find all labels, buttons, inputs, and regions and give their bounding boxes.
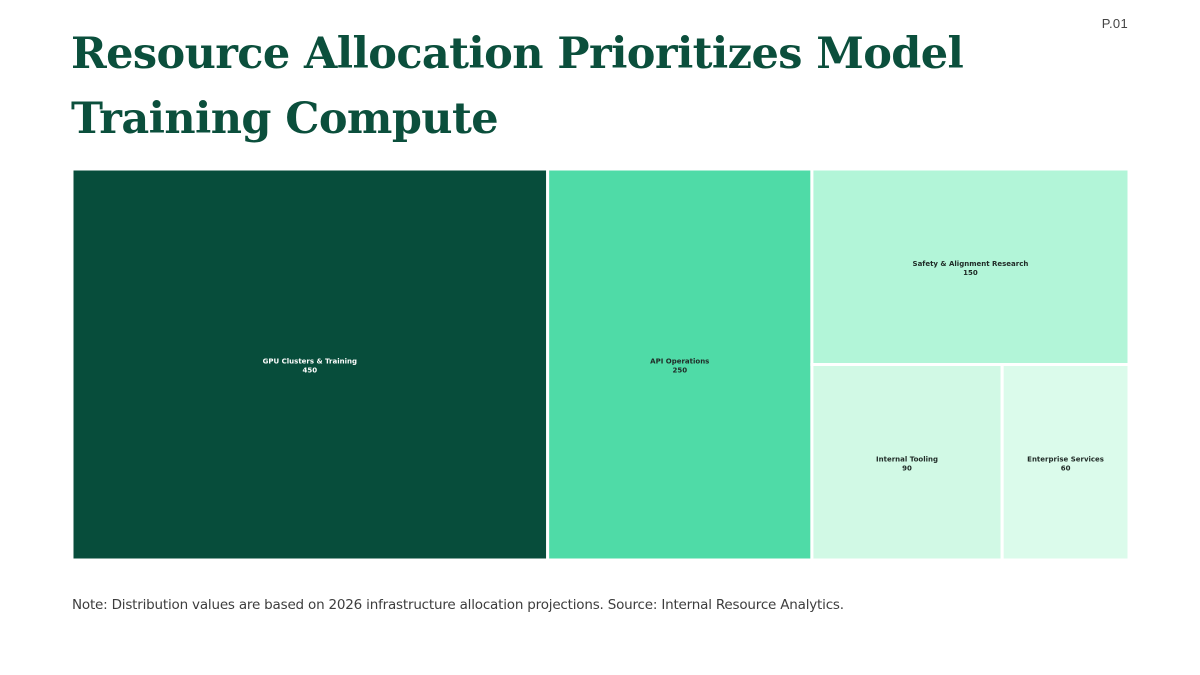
treemap-rect-safety-and-alignment-research <box>810 169 1129 366</box>
treemap-label-safety-and-alignment-research: Safety & Alignment Research <box>913 260 1029 268</box>
treemap-label-enterprise-services: Enterprise Services <box>1027 455 1104 463</box>
treemap-label-internal-tooling: Internal Tooling <box>876 455 938 463</box>
treemap-value-safety-and-alignment-research: 150 <box>963 269 978 277</box>
chart-note: Note: Distribution values are based on 2… <box>72 597 844 613</box>
treemap-value-internal-tooling: 90 <box>902 464 912 472</box>
treemap-label-api-operations: API Operations <box>650 358 709 366</box>
treemap-chart: GPU Clusters & Training 450 API Operations… <box>72 169 1129 560</box>
treemap-rect-api-operations <box>546 169 814 560</box>
page-number: P.01 <box>1101 16 1128 31</box>
treemap-label-gpu-clusters-and-training: GPU Clusters & Training <box>263 358 357 366</box>
page-title: Resource Allocation Prioritizes Model Tr… <box>71 29 964 144</box>
treemap-value-enterprise-services: 60 <box>1061 464 1071 472</box>
treemap-value-api-operations: 250 <box>672 367 687 375</box>
treemap-value-gpu-clusters-and-training: 450 <box>303 367 318 375</box>
treemap-rect-internal-tooling <box>810 363 1004 560</box>
